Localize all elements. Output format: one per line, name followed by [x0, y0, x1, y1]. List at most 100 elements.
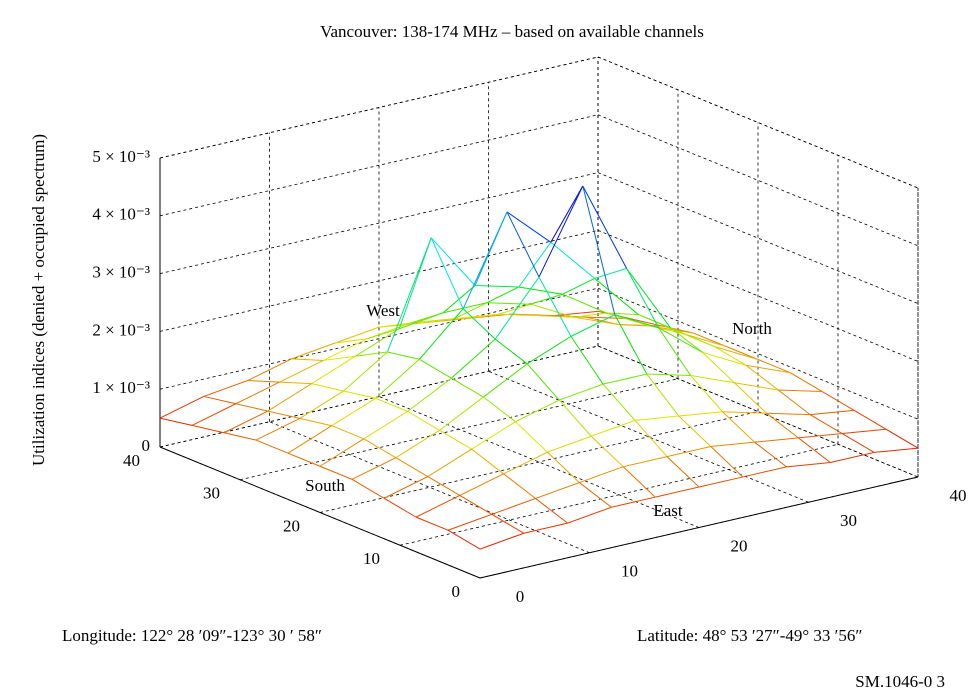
surface-edge — [614, 314, 648, 375]
surface-edge — [567, 506, 612, 524]
surface-edge — [498, 313, 543, 317]
surface-edge — [530, 303, 575, 318]
surface-edge — [722, 411, 767, 414]
surface-edge — [725, 345, 759, 360]
surface-edge — [594, 267, 627, 279]
x-tick-label: 40 — [123, 451, 140, 470]
z-axis-label: Utilization indices (denied + occupied s… — [29, 134, 48, 466]
grid-line — [319, 411, 759, 513]
surface-edge — [451, 377, 484, 398]
surface-edge — [343, 351, 388, 392]
surface-edge — [319, 438, 365, 467]
surface-edge — [311, 355, 356, 385]
grid-line — [159, 114, 599, 217]
surface-edge — [247, 380, 280, 383]
grid-line — [488, 370, 809, 503]
surface-edge — [547, 435, 592, 453]
surface-edge — [809, 414, 843, 434]
surface-edge — [503, 451, 548, 475]
surface-edge — [387, 351, 420, 360]
surface-edge — [159, 417, 193, 426]
x-axis-label: Longitude: 122° 28 ′09″-123° 30 ′ 58″ — [62, 626, 322, 645]
surface-edge — [267, 383, 312, 412]
grid-line — [159, 287, 599, 390]
surface-edge — [383, 476, 429, 499]
surface-edge — [419, 358, 452, 379]
surface-edge — [602, 373, 647, 385]
surface-edge — [235, 381, 280, 405]
grid-line — [597, 345, 919, 478]
surface-edge — [634, 415, 679, 421]
surface-edge — [693, 332, 727, 347]
surface-edge — [842, 428, 887, 435]
surface-edge — [547, 451, 580, 483]
surface-edge — [634, 420, 668, 457]
surface-edge — [766, 412, 799, 439]
z-tick-label: 2 × 10⁻³ — [92, 320, 150, 339]
surface-edge — [494, 276, 540, 340]
surface-edge — [462, 211, 508, 309]
surface-edge — [447, 529, 481, 550]
surface-edge — [430, 237, 464, 309]
surface-edge — [579, 466, 624, 484]
surface-edge — [351, 478, 385, 499]
surface-edge — [223, 432, 257, 441]
surface-edge — [618, 324, 651, 327]
surface-edge — [247, 358, 292, 382]
surface-edge — [678, 411, 723, 417]
annotation: West — [366, 301, 400, 320]
surface-edge — [335, 338, 368, 344]
surface-edge — [367, 328, 400, 340]
surface-edge — [574, 316, 619, 325]
surface-edge — [754, 441, 787, 468]
grid-line — [597, 172, 919, 304]
surface-edge — [323, 338, 368, 361]
surface-edge — [471, 448, 504, 475]
surface-edge — [702, 351, 735, 384]
surface-edge — [591, 419, 636, 437]
surface-edge — [710, 441, 755, 447]
surface-edge — [562, 277, 595, 295]
surface-edge — [594, 278, 639, 315]
surface-edge — [579, 482, 612, 508]
surface-edge — [299, 390, 344, 419]
surface-edge — [415, 495, 461, 518]
surface-edge — [498, 303, 531, 315]
surface-edge — [447, 513, 492, 531]
surface-edge — [602, 383, 636, 421]
surface-edge — [279, 381, 312, 385]
surface-edge — [777, 389, 811, 416]
surface-edge — [486, 286, 520, 304]
surface-edge — [885, 428, 919, 449]
surface-edge — [526, 335, 572, 365]
surface-edge — [658, 327, 692, 376]
surface-edge — [562, 293, 607, 314]
surface-edge — [518, 241, 552, 288]
surface-edge — [454, 313, 499, 320]
surface-edge — [375, 397, 408, 412]
surface-edge — [626, 268, 671, 328]
surface-edge — [570, 336, 604, 385]
surface-edge — [666, 456, 700, 488]
surface-edge — [582, 185, 616, 315]
surface-edge — [810, 409, 855, 416]
surface-edge — [399, 312, 444, 330]
x-tick-label: 30 — [203, 484, 220, 503]
surface-edge — [702, 351, 747, 366]
surface-edge — [523, 522, 568, 534]
surface-edge — [454, 302, 488, 320]
surface-edge — [491, 497, 536, 515]
surface-edge — [486, 302, 531, 305]
surface-edge — [550, 185, 584, 243]
surface-edge — [745, 364, 779, 391]
surface-edge — [279, 359, 324, 383]
surface-edge — [430, 237, 476, 286]
surface-edge — [291, 358, 324, 361]
surface-edge — [494, 338, 528, 365]
surface-edge — [638, 314, 671, 329]
x-tick-label: 0 — [452, 582, 461, 601]
surface-edge — [538, 185, 584, 278]
surface-edge — [841, 433, 875, 453]
surface-edge — [550, 241, 595, 279]
surface-edge — [451, 338, 496, 379]
